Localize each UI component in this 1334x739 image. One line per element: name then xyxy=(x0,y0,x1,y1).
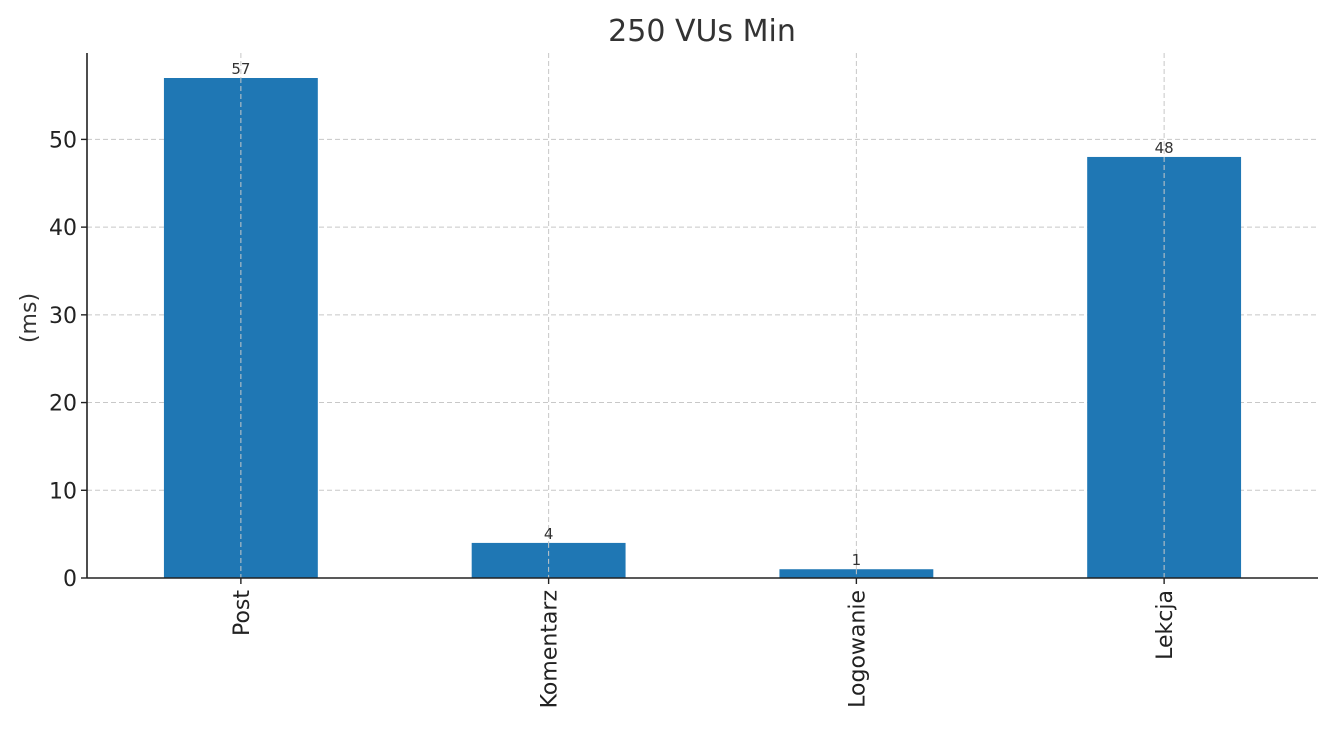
data-labels: 57 4 1 48 xyxy=(231,60,1173,569)
data-label: 57 xyxy=(231,60,250,78)
x-tick-label: Lekcja xyxy=(1153,590,1178,660)
tick-labels: 0 10 20 30 40 50 Post Komentarz Logowanie Lekcja xyxy=(49,128,1178,708)
data-label: 48 xyxy=(1155,139,1174,157)
bars xyxy=(163,78,1242,578)
y-tick-label: 30 xyxy=(49,304,77,329)
chart-title: 250 VUs Min xyxy=(608,14,796,49)
data-label: 4 xyxy=(544,525,554,543)
y-tick-label: 50 xyxy=(49,128,77,153)
x-tick-label: Logowanie xyxy=(845,590,870,708)
y-tick-label: 10 xyxy=(49,479,77,504)
y-tick-label: 20 xyxy=(49,392,77,417)
data-label: 1 xyxy=(852,551,862,569)
y-tick-label: 0 xyxy=(63,567,77,592)
y-axis-label: (ms) xyxy=(17,293,42,343)
x-tick-label: Post xyxy=(230,590,255,636)
x-tick-label: Komentarz xyxy=(538,590,563,708)
y-tick-label: 40 xyxy=(49,216,77,241)
